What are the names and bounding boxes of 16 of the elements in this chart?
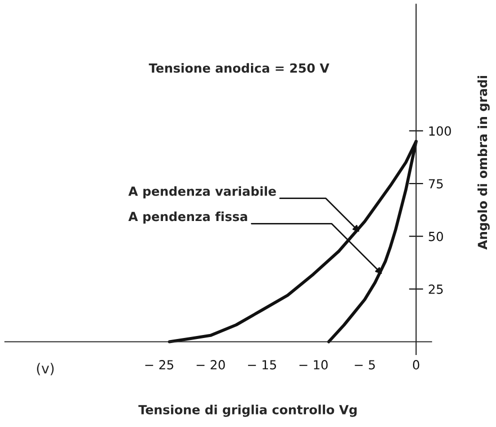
annotation: A pendenza variabile (128, 186, 276, 198)
y-tick-label: 100 (429, 126, 451, 136)
x-tick-label: − 20 (196, 360, 225, 370)
annotation: A pendenza fissa (128, 212, 248, 224)
x-tick-label: − 15 (248, 360, 276, 370)
x-tick-label: − 5 (354, 360, 375, 370)
x-tick-label: 0 (412, 360, 420, 370)
y-tick-label: 25 (428, 284, 443, 294)
x-tick-label: − 10 (299, 360, 328, 370)
y-axis-title: Angolo di ombra in gradi (478, 76, 490, 250)
y-tick-label: 50 (428, 232, 443, 242)
text: Tensione anodica = 250 V (148, 63, 330, 73)
x-tick-label: − 25 (145, 360, 174, 370)
x-axis-title: Tensione di griglia controllo Vg (138, 404, 357, 417)
text: (v) (36, 362, 54, 376)
y-tick-label: 75 (428, 179, 443, 188)
